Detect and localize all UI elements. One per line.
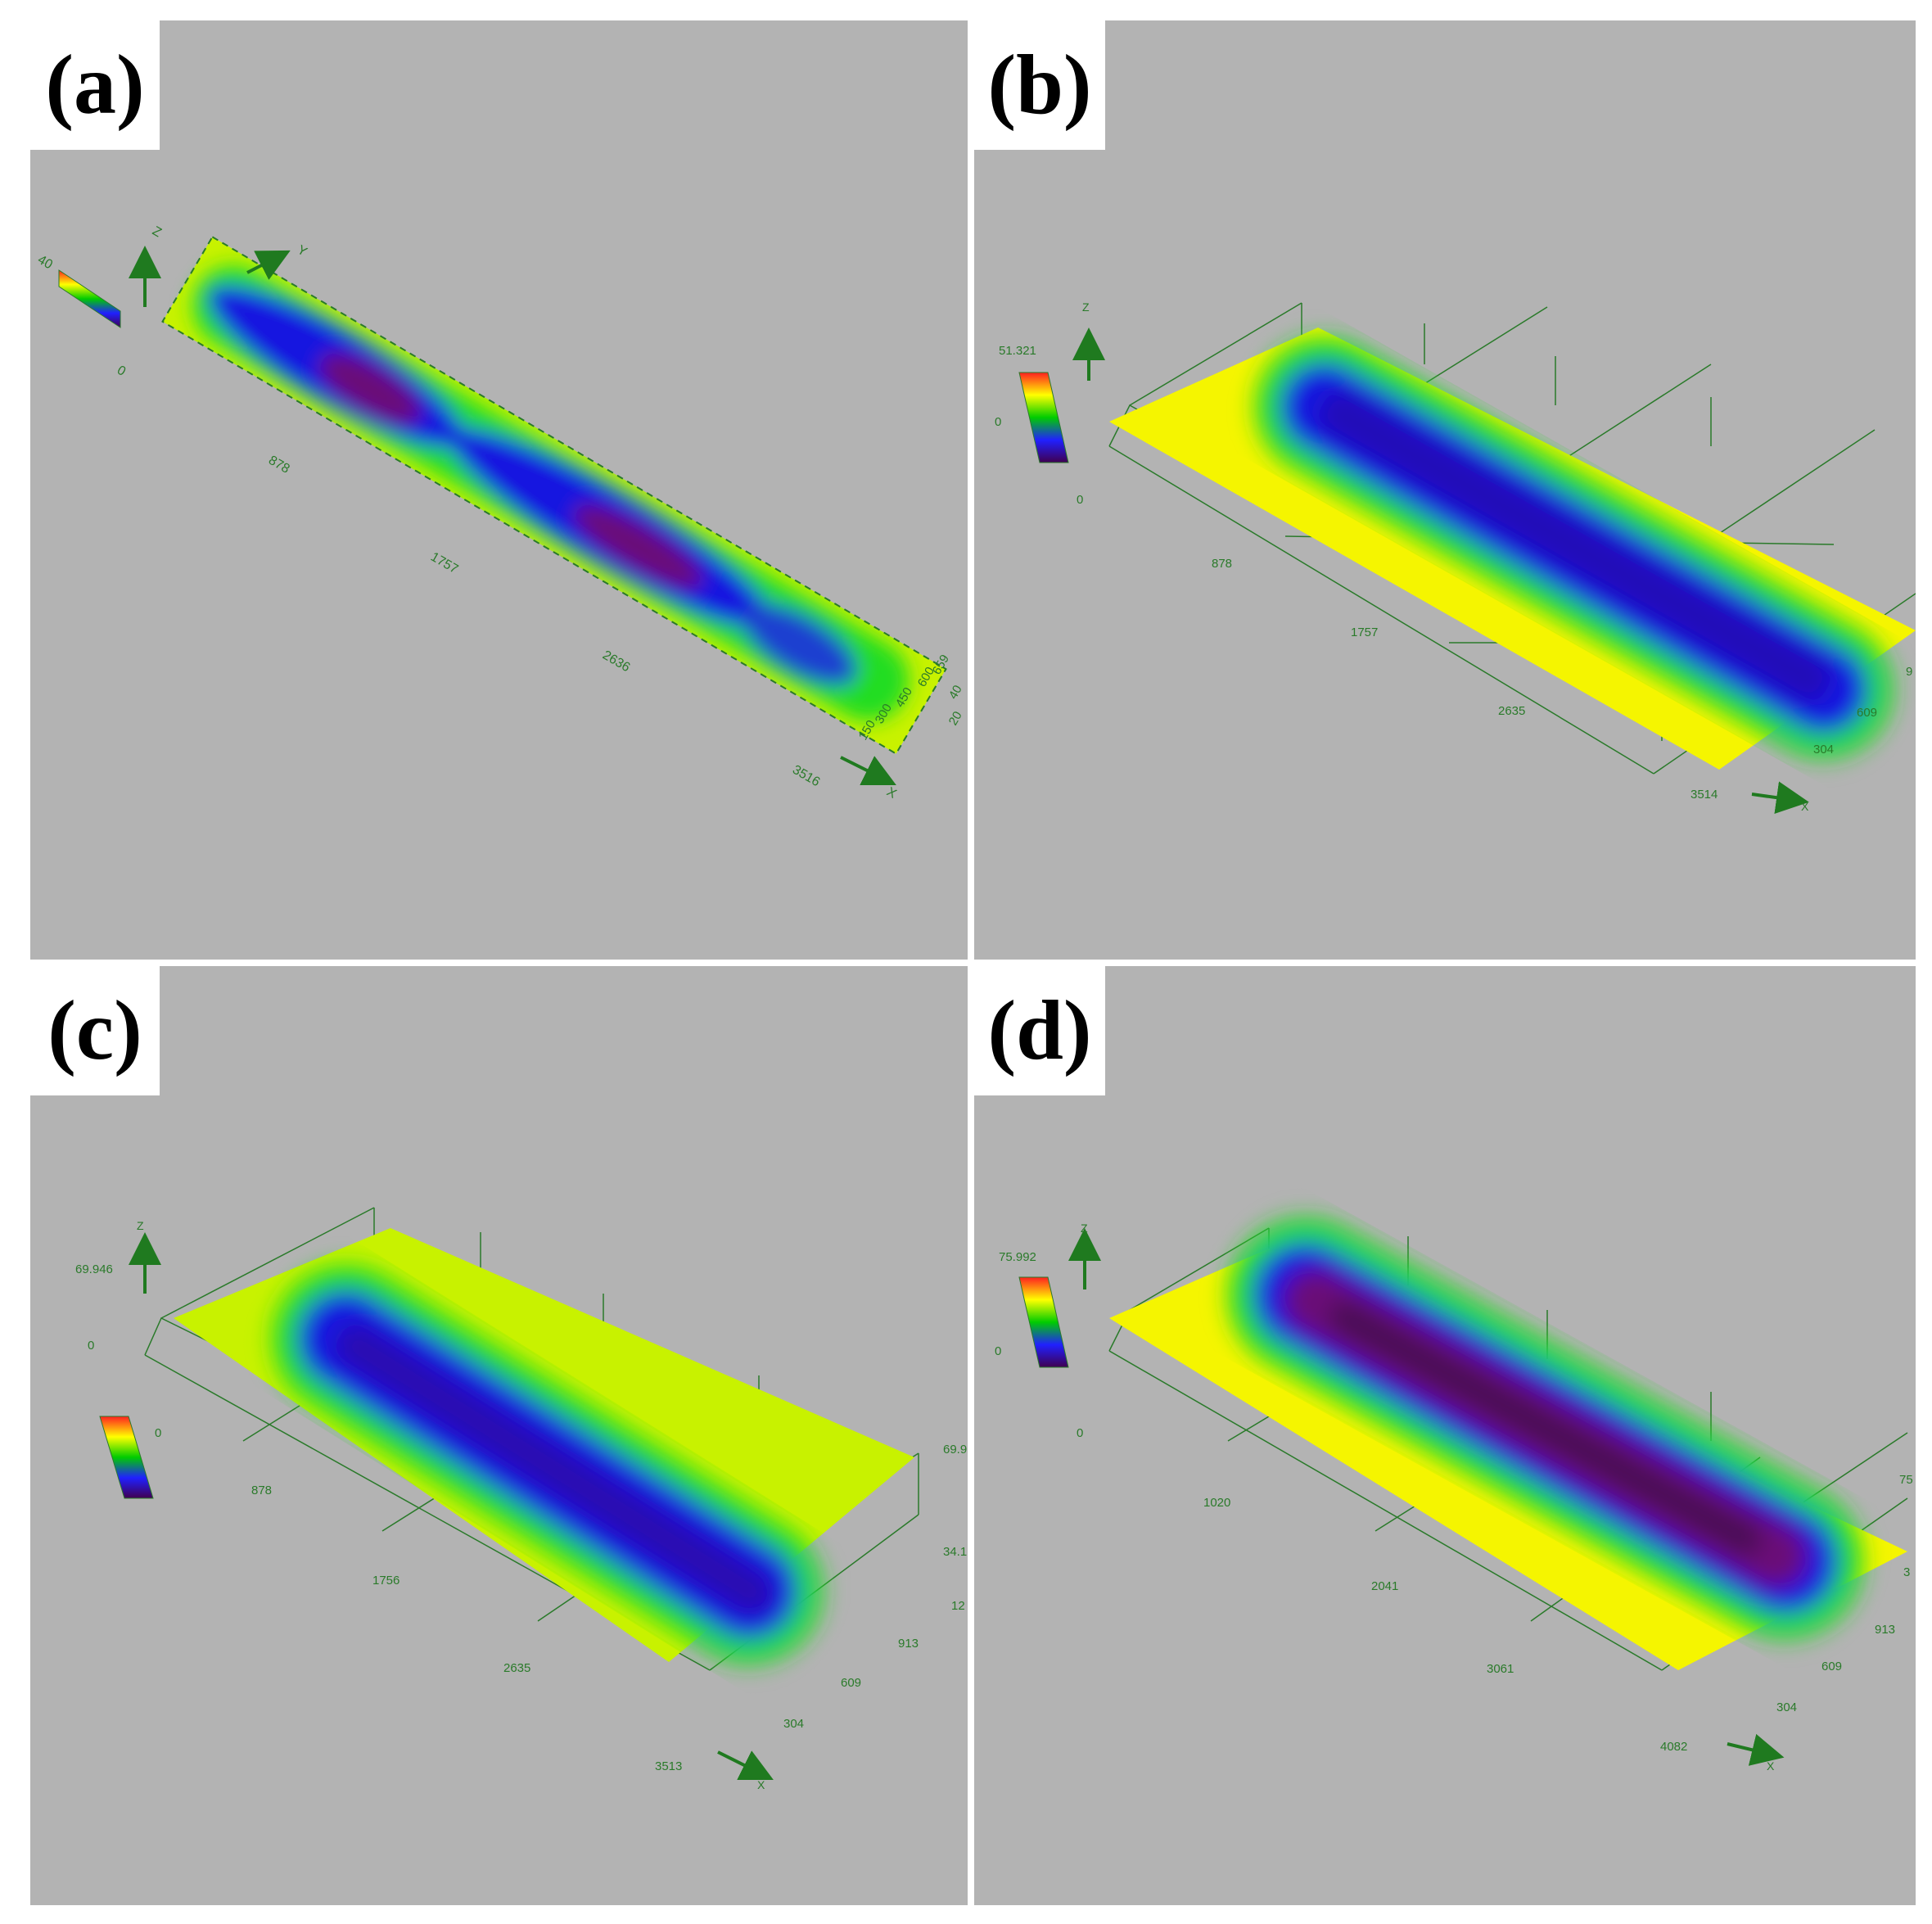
panel-d-label-box: (d) — [974, 966, 1105, 1095]
y-tick-c-1: 304 — [783, 1717, 804, 1731]
x-tick-d-1: 1020 — [1203, 1496, 1230, 1510]
x-tick-b-1: 878 — [1212, 557, 1232, 571]
panel-d-label: (d) — [987, 983, 1092, 1077]
x-tick-d-4: 4082 — [1660, 1740, 1687, 1754]
panel-a: 40 0 Z Y X 878 1757 2636 3516 150 300 45… — [30, 20, 968, 960]
panel-b-label-box: (b) — [974, 20, 1105, 150]
x-tick-a-2: 1757 — [428, 550, 460, 577]
y-axis-label-a: Y — [295, 243, 309, 260]
colorbar-c-mid: 0 — [88, 1339, 94, 1353]
x-axis-arrow-d — [1727, 1733, 1785, 1766]
x-axis-arrow-c — [717, 1750, 774, 1780]
colorbar-b-mid: 0 — [995, 415, 1001, 429]
colorbar-d-max: 75.992 — [999, 1250, 1036, 1264]
pit-c — [272, 1265, 823, 1664]
x-axis-arrow-a — [840, 756, 896, 785]
z-axis-label-c: Z — [137, 1219, 144, 1232]
colorbar-c-bar — [99, 1416, 154, 1499]
x-tick-c-1: 878 — [251, 1484, 272, 1497]
x-tick-c-2: 1756 — [372, 1574, 399, 1588]
z-tick-c-2: 34.1 — [943, 1545, 967, 1559]
y-axis-arrow-a — [246, 250, 291, 280]
panel-c-label-box: (c) — [30, 966, 160, 1095]
y-tick-d-3: 913 — [1875, 1623, 1895, 1637]
panel-b-label: (b) — [987, 38, 1092, 132]
x-tick-c-4: 3513 — [655, 1759, 682, 1773]
y-tick-d-1: 304 — [1776, 1700, 1797, 1714]
y-tick-b-3: 9 — [1906, 665, 1912, 679]
x-tick-d-2: 2041 — [1371, 1579, 1398, 1593]
surface-a — [161, 236, 947, 755]
panel-b-graphic: 51.321 0 0 Z X 878 1757 2635 3514 304 60… — [995, 300, 1916, 815]
x-tick-d-3: 3061 — [1487, 1662, 1514, 1676]
colorbar-d-mid: 0 — [995, 1344, 1001, 1358]
y-tick-b-2: 609 — [1857, 706, 1877, 720]
y-tick-c-2: 609 — [841, 1676, 861, 1690]
x-axis-label-a: X — [884, 785, 899, 802]
y-tick-c-3: 913 — [898, 1637, 919, 1651]
x-tick-b-2: 1757 — [1351, 626, 1378, 639]
y-tick-c-4: 12 — [951, 1599, 965, 1613]
panel-c-label: (c) — [47, 983, 142, 1077]
z-axis-label-b: Z — [1082, 300, 1090, 314]
z-tick-a-1: 40 — [946, 683, 965, 702]
pit-b — [1254, 337, 1894, 759]
x-tick-c-3: 2635 — [503, 1661, 530, 1675]
x-axis-arrow-b — [1751, 781, 1809, 815]
z-axis-label-a: Z — [150, 224, 164, 241]
colorbar-a-max: 40 — [35, 253, 55, 273]
colorbar-b-zero: 0 — [1077, 493, 1083, 507]
z-tick-a-2: 20 — [946, 709, 965, 728]
pit-d — [1227, 1217, 1863, 1639]
x-tick-b-3: 2635 — [1498, 704, 1525, 718]
x-tick-a-4: 3516 — [790, 763, 822, 790]
y-tick-b-1: 304 — [1813, 743, 1834, 757]
y-tick-d-2: 609 — [1821, 1660, 1842, 1673]
panel-d: 75.992 0 0 Z X 1020 2041 3061 4082 304 6… — [974, 966, 1916, 1905]
x-axis-label-d: X — [1767, 1759, 1775, 1773]
colorbar-c-max: 69.946 — [75, 1262, 113, 1276]
colorbar-a-bar — [58, 269, 121, 328]
z-axis-label-d: Z — [1081, 1222, 1088, 1235]
x-tick-a-1: 878 — [266, 454, 292, 476]
colorbar-d-bar — [1018, 1276, 1069, 1368]
panel-a-label: (a) — [45, 38, 145, 132]
panel-a-label-box: (a) — [30, 20, 160, 150]
colorbar-c-zero: 0 — [155, 1426, 161, 1440]
z-tick-d-1: 75 — [1899, 1473, 1913, 1487]
colorbar-d-zero: 0 — [1077, 1426, 1083, 1440]
colorbar-a — [58, 269, 121, 328]
panel-c-graphic: 69.946 0 0 Z X 878 1756 2635 3513 304 60… — [75, 1207, 967, 1791]
colorbar-b-bar — [1018, 372, 1069, 463]
x-tick-a-3: 2636 — [600, 648, 632, 675]
x-axis-label-b: X — [1801, 800, 1809, 813]
y-tick-d-4: 3 — [1903, 1565, 1910, 1579]
colorbar-a-zero: 0 — [115, 364, 128, 379]
panel-c: 69.946 0 0 Z X 878 1756 2635 3513 304 60… — [30, 966, 968, 1905]
z-tick-c-1: 69.9 — [943, 1443, 967, 1457]
panel-a-graphic: 40 0 Z Y X 878 1757 2636 3516 150 300 45… — [35, 224, 965, 802]
colorbar-b-max: 51.321 — [999, 344, 1036, 358]
x-tick-b-4: 3514 — [1690, 788, 1718, 802]
panel-b: 51.321 0 0 Z X 878 1757 2635 3514 304 60… — [974, 20, 1916, 960]
panel-d-graphic: 75.992 0 0 Z X 1020 2041 3061 4082 304 6… — [995, 1217, 1913, 1773]
x-axis-label-c: X — [757, 1778, 765, 1791]
